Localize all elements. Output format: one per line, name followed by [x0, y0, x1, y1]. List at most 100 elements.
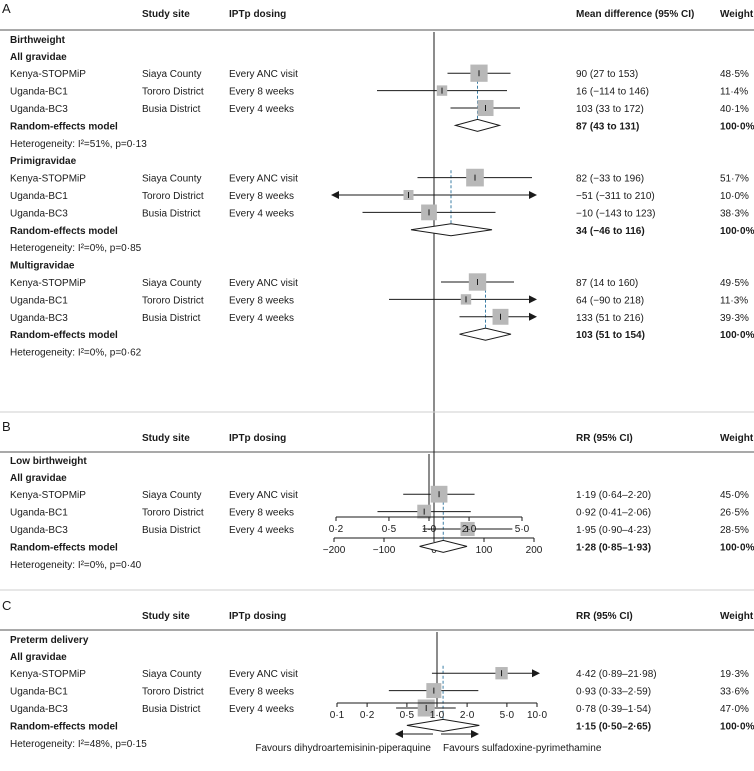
favours-right-arrow-icon [471, 730, 479, 738]
study-site: Tororo District [142, 508, 204, 519]
header-study-site: Study site [142, 9, 190, 20]
study-weight: 51·7% [720, 174, 749, 185]
study-name: Uganda-BC3 [10, 313, 68, 324]
pooled-ci: 103 (51 to 154) [576, 330, 645, 341]
study-name: Uganda-BC1 [10, 87, 68, 98]
study-weight: 38·3% [720, 208, 749, 219]
study-weight: 47·0% [720, 704, 749, 715]
pooled-weight: 100·0% [720, 226, 754, 237]
outcome-label: Birthweight [10, 35, 66, 46]
pooled-ci: 87 (43 to 131) [576, 121, 639, 132]
iptp-dosing: Every ANC visit [229, 174, 298, 185]
study-name: Kenya-STOPMiP [10, 278, 86, 289]
panel-letter-C: C [2, 598, 11, 613]
study-site: Siaya County [142, 490, 201, 501]
pooled-ci: 1·28 (0·85–1·93) [576, 542, 651, 553]
x-tick-label: 0·5 [382, 524, 397, 535]
pooled-weight: 100·0% [720, 721, 754, 732]
effect-ci: 103 (33 to 172) [576, 104, 644, 115]
pooled-diamond [410, 223, 493, 237]
effect-ci: 1·19 (0·64–2·20) [576, 490, 651, 501]
iptp-dosing: Every ANC visit [229, 669, 298, 680]
x-tick-label: 0·1 [330, 710, 345, 721]
study-name: Kenya-STOPMiP [10, 174, 86, 185]
study-name: Uganda-BC1 [10, 508, 68, 519]
iptp-dosing: Every 8 weeks [229, 87, 294, 98]
study-name: Uganda-BC3 [10, 525, 68, 536]
study-site: Tororo District [142, 87, 204, 98]
pooled-label: Random-effects model [10, 542, 118, 553]
effect-ci: 1·95 (0·90–4·23) [576, 525, 651, 536]
ci-arrow-left [331, 191, 339, 199]
x-tick-label: 0·5 [400, 710, 415, 721]
pooled-label: Random-effects model [10, 121, 118, 132]
iptp-dosing: Every ANC visit [229, 490, 298, 501]
effect-ci: 64 (−90 to 218) [576, 295, 644, 306]
ci-arrow-right [532, 669, 540, 678]
study-weight: 48·5% [720, 69, 749, 80]
iptp-dosing: Every 8 weeks [229, 508, 294, 519]
iptp-dosing: Every 4 weeks [229, 208, 294, 219]
x-tick-label: 100 [476, 545, 493, 556]
effect-ci: 0·93 (0·33–2·59) [576, 687, 651, 698]
study-name: Kenya-STOPMiP [10, 69, 86, 80]
study-weight: 39·3% [720, 313, 749, 324]
ci-arrow-right [529, 295, 537, 304]
iptp-dosing: Every 4 weeks [229, 104, 294, 115]
study-name: Uganda-BC1 [10, 687, 68, 698]
x-tick-label: 5·0 [515, 524, 530, 535]
subgroup-label: Primigravidae [10, 156, 77, 167]
study-name: Kenya-STOPMiP [10, 490, 86, 501]
study-weight: 26·5% [720, 508, 749, 519]
pooled-ci: 1·15 (0·50–2·65) [576, 721, 651, 732]
x-tick-label: −200 [323, 545, 346, 556]
x-tick-label: 2·0 [460, 710, 475, 721]
pooled-diamond [453, 118, 502, 132]
iptp-dosing: Every 4 weeks [229, 525, 294, 536]
header-effect: Mean difference (95% CI) [576, 9, 694, 20]
subgroup-label: Multigravidae [10, 261, 75, 272]
study-site: Tororo District [142, 191, 204, 202]
heterogeneity-text: Heterogeneity: I²=48%, p=0·15 [10, 739, 147, 750]
pooled-weight: 100·0% [720, 330, 754, 341]
iptp-dosing: Every ANC visit [229, 69, 298, 80]
effect-ci: 82 (−33 to 196) [576, 174, 644, 185]
study-site: Busia District [142, 208, 201, 219]
pooled-label: Random-effects model [10, 226, 118, 237]
header-iptp-dosing: IPTp dosing [229, 9, 286, 20]
x-tick-label: 10·0 [527, 710, 547, 721]
effect-ci: −10 (−143 to 123) [576, 208, 656, 219]
effect-ci: 90 (27 to 153) [576, 69, 638, 80]
study-site: Busia District [142, 704, 201, 715]
study-weight: 49·5% [720, 278, 749, 289]
header-effect: RR (95% CI) [576, 433, 633, 444]
study-site: Busia District [142, 525, 201, 536]
study-weight: 10·0% [720, 191, 749, 202]
study-weight: 45·0% [720, 490, 749, 501]
outcome-label: Low birthweight [10, 456, 87, 467]
x-tick-label: 0·2 [360, 710, 375, 721]
subgroup-label: All gravidae [10, 52, 67, 63]
pooled-label: Random-effects model [10, 330, 118, 341]
pooled-ci: 34 (−46 to 116) [576, 226, 645, 237]
pooled-diamond [406, 718, 480, 732]
study-weight: 19·3% [720, 669, 749, 680]
favours-left-label: Favours dihydroartemisinin-piperaquine [255, 743, 431, 754]
ci-arrow-right [529, 312, 537, 321]
iptp-dosing: Every 4 weeks [229, 313, 294, 324]
iptp-dosing: Every 8 weeks [229, 295, 294, 306]
header-study-site: Study site [142, 433, 190, 444]
study-name: Uganda-BC3 [10, 704, 68, 715]
x-tick-label: 200 [526, 545, 543, 556]
x-tick-label: 0·2 [329, 524, 344, 535]
pooled-weight: 100·0% [720, 542, 754, 553]
study-site: Tororo District [142, 295, 204, 306]
study-site: Busia District [142, 104, 201, 115]
effect-ci: 0·92 (0·41–2·06) [576, 508, 651, 519]
effect-ci: 133 (51 to 216) [576, 313, 644, 324]
study-weight: 11·4% [720, 87, 748, 98]
study-site: Siaya County [142, 278, 201, 289]
ci-arrow-right [529, 191, 537, 199]
study-name: Uganda-BC1 [10, 295, 68, 306]
